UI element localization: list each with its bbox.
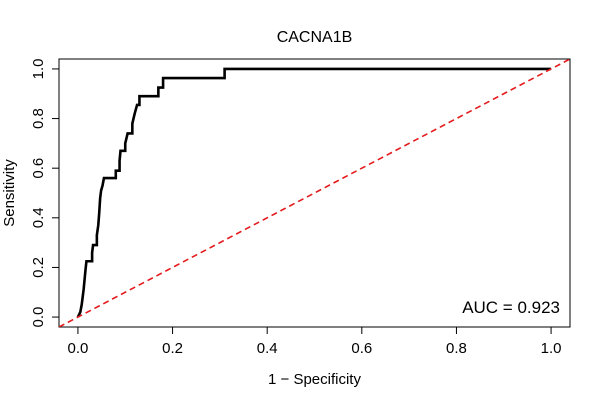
roc-curve-line [76,67,552,318]
y-tick-label: 0.0 [30,307,47,328]
auc-annotation: AUC = 0.923 [462,298,560,317]
x-axis-label: 1 − Specificity [268,371,361,388]
x-tick-label: 0.4 [257,340,278,357]
x-tick-label: 1.0 [541,340,562,357]
y-axis-label: Sensitivity [1,159,18,227]
x-tick-label: 0.6 [351,340,372,357]
x-tick-label: 0.0 [67,340,88,357]
series-layer [59,59,570,327]
reference-diagonal-line [59,59,570,327]
y-axis: 0.0 0.2 0.4 0.6 0.8 1.0 [30,58,59,328]
y-tick-label: 0.4 [30,207,47,228]
x-tick-label: 0.2 [162,340,183,357]
y-tick-label: 0.6 [30,158,47,179]
x-tick-label: 0.8 [446,340,467,357]
y-tick-label: 0.8 [30,108,47,129]
y-tick-label: 1.0 [30,58,47,79]
y-tick-label: 0.2 [30,257,47,278]
chart-title: CACNA1B [277,29,353,46]
x-axis: 0.0 0.2 0.4 0.6 0.8 1.0 [67,327,562,357]
plot-frame [58,58,571,328]
